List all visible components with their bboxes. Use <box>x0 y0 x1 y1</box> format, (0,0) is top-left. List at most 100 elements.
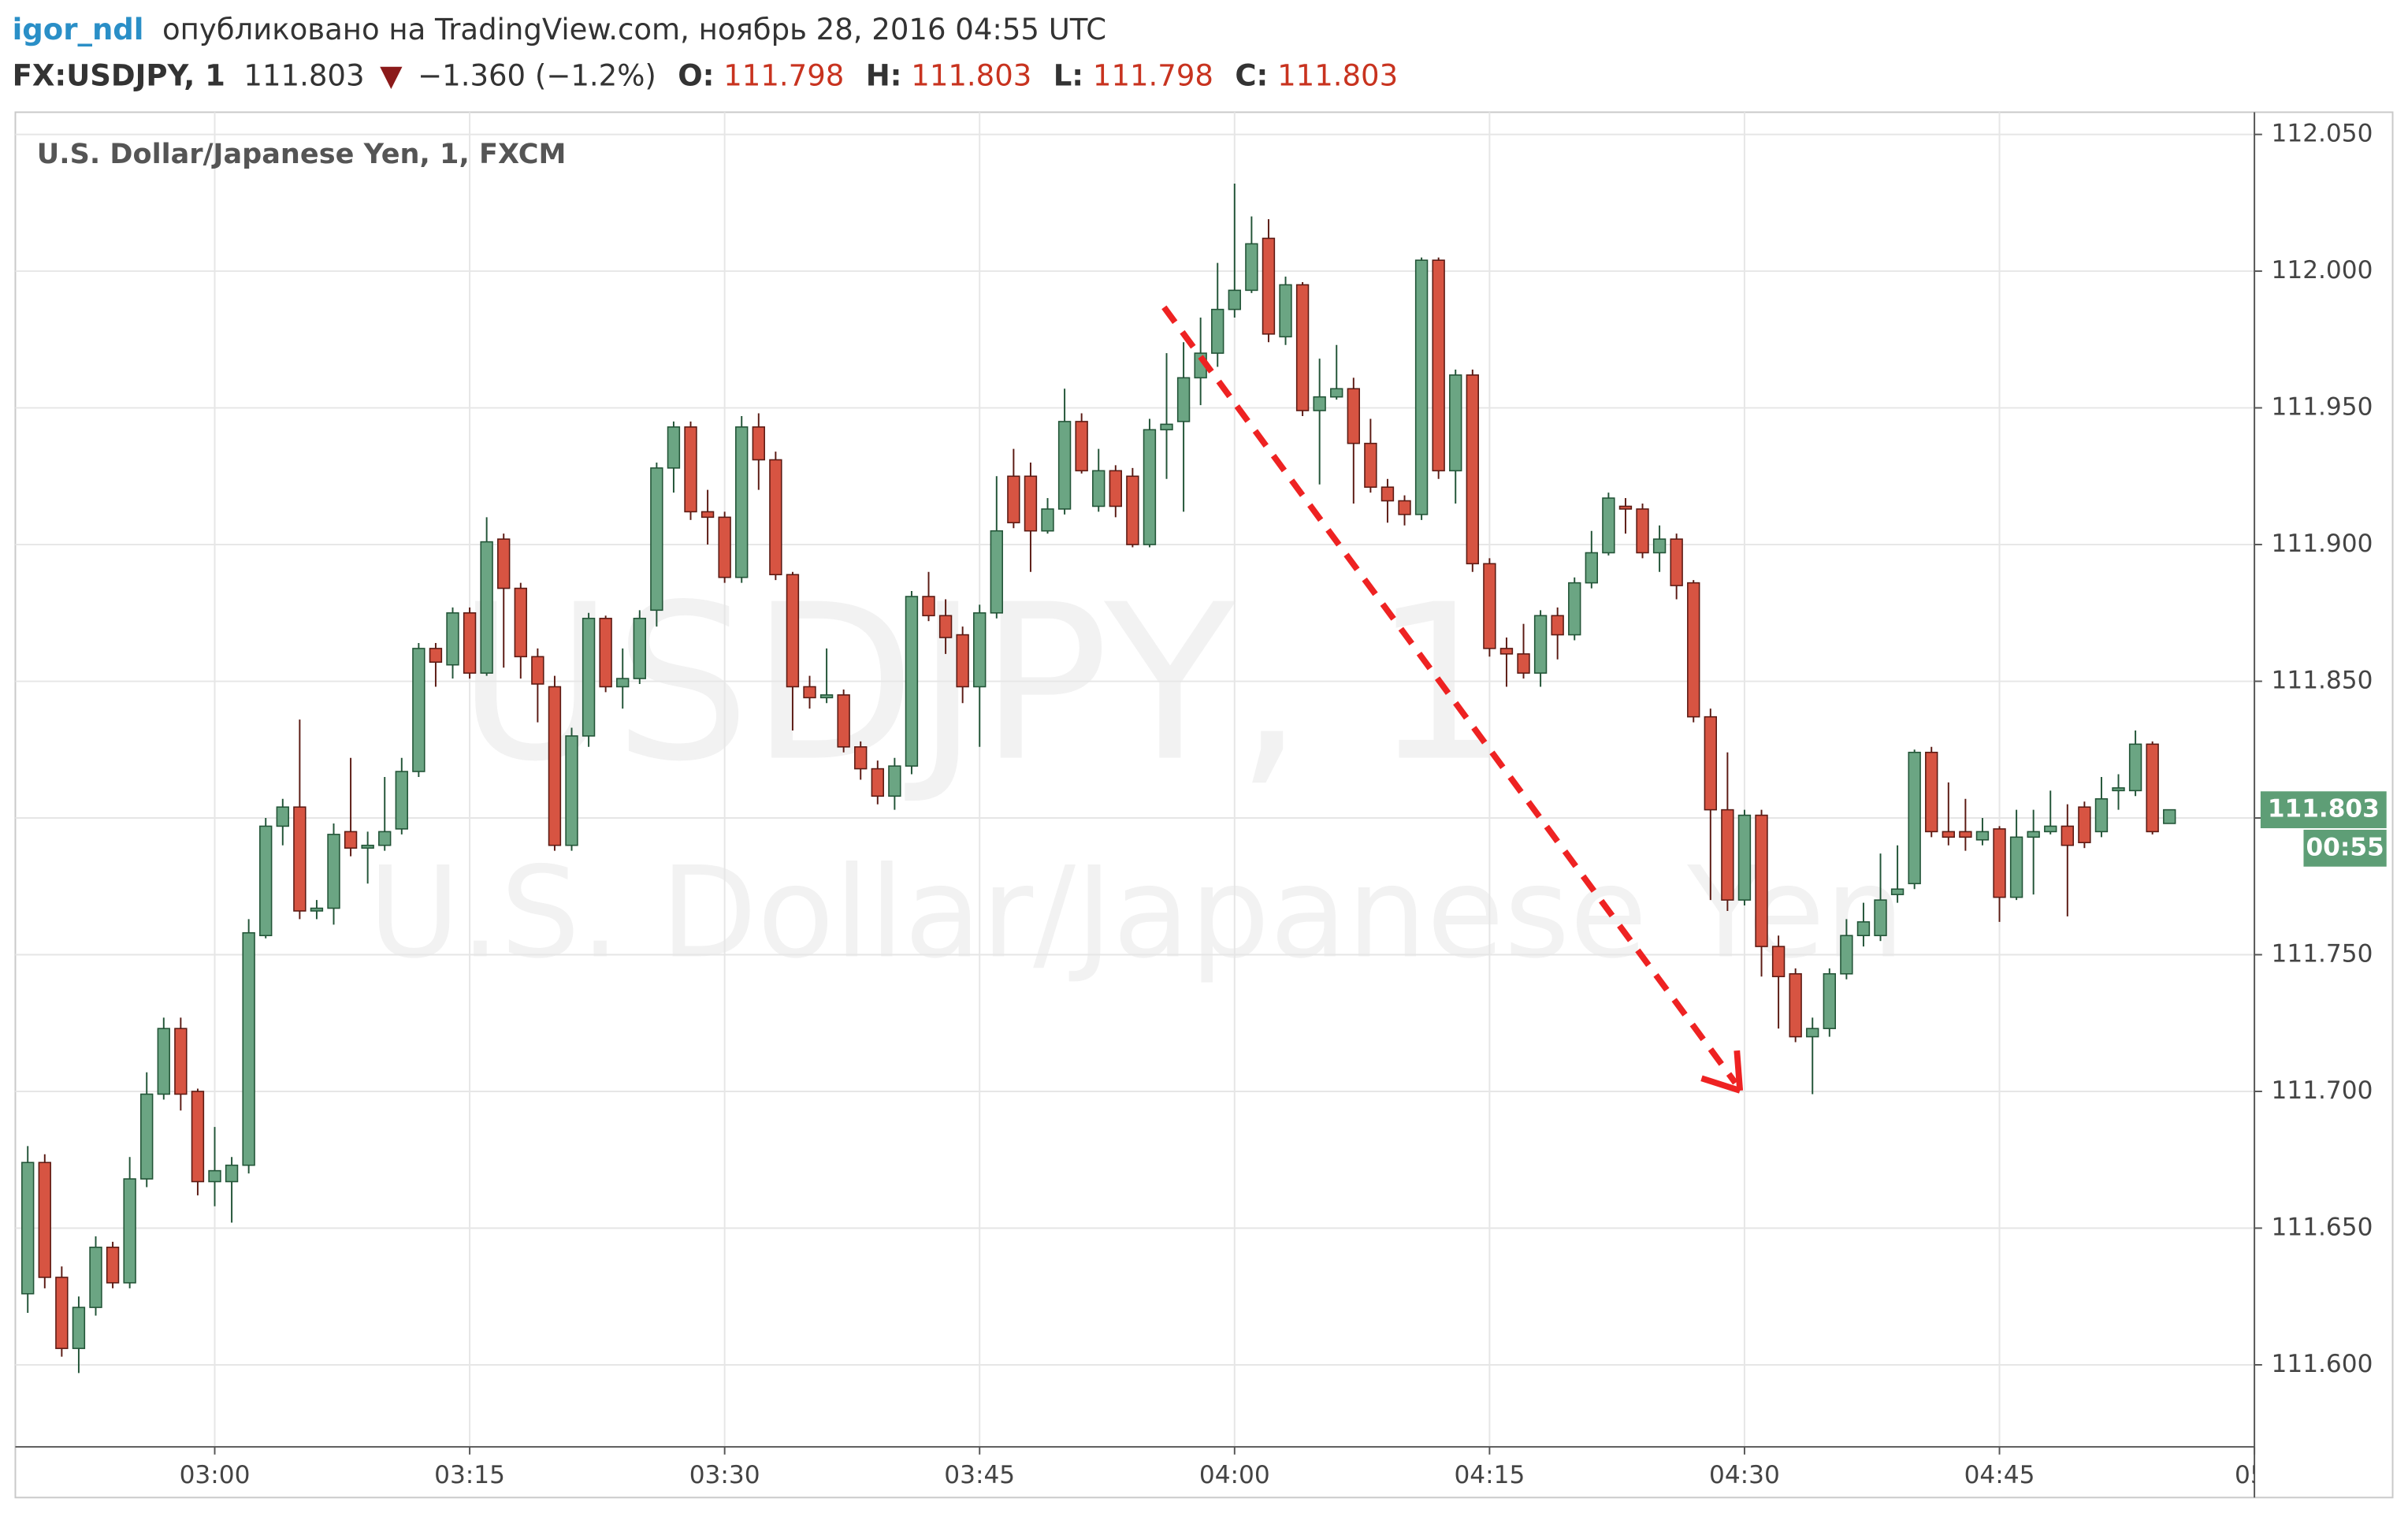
candle <box>1347 377 1360 504</box>
candle-body <box>1211 308 1224 354</box>
candle-body <box>1109 470 1122 507</box>
candle-body <box>973 612 987 688</box>
candle <box>2163 809 2176 824</box>
candle <box>446 607 459 679</box>
candle-body <box>21 1162 35 1295</box>
y-tick-label: 111.900 <box>2272 530 2373 558</box>
candle-body <box>1466 374 1479 565</box>
candle <box>361 831 374 884</box>
candle-body <box>1449 374 1462 472</box>
candle <box>819 648 834 704</box>
candle-body <box>1925 751 1938 833</box>
candle-body <box>1295 284 1310 411</box>
candle <box>55 1266 69 1357</box>
candle <box>1092 448 1106 512</box>
candle <box>1942 782 1955 846</box>
watermark: U.S. Dollar/Japanese Yen <box>368 839 1904 986</box>
y-tick-label: 111.850 <box>2272 667 2373 695</box>
candle <box>718 511 731 583</box>
candle-body <box>938 615 953 638</box>
candle <box>21 1146 35 1314</box>
candle <box>1176 342 1191 512</box>
last: 111.803 <box>243 58 364 92</box>
candle-body <box>514 587 527 658</box>
candle <box>1228 184 1241 318</box>
candle-body <box>1568 582 1581 636</box>
candle <box>1499 638 1514 687</box>
y-tick-label: 111.950 <box>2272 393 2373 422</box>
y-tick-label: 112.050 <box>2272 120 2373 148</box>
candle-body <box>1092 470 1106 507</box>
candle <box>276 798 289 846</box>
author[interactable]: igor_ndl <box>13 13 144 46</box>
candle-body <box>633 617 646 679</box>
candle <box>1925 746 1938 838</box>
candle <box>259 818 273 939</box>
candle <box>1890 845 1904 903</box>
candle-body <box>1245 243 1258 292</box>
candle-body <box>616 678 630 688</box>
candle <box>1007 448 1020 529</box>
candle <box>72 1296 86 1374</box>
candle <box>2044 790 2057 835</box>
candle <box>616 648 630 709</box>
candle <box>208 1127 221 1206</box>
candle-body <box>429 648 443 664</box>
candle <box>2128 730 2142 797</box>
candle <box>225 1157 239 1223</box>
low: 111.798 <box>1093 58 1213 92</box>
candle-body <box>837 694 850 748</box>
candle <box>1975 818 1990 846</box>
candle-body <box>1585 552 1598 584</box>
candle <box>2009 809 2023 901</box>
candle <box>1533 610 1548 687</box>
candle <box>191 1088 205 1195</box>
candle <box>990 476 1003 619</box>
candle <box>1602 493 1615 556</box>
candle <box>786 571 800 730</box>
candle-body <box>1381 486 1395 502</box>
candle <box>106 1241 120 1288</box>
candle-body <box>1126 475 1139 545</box>
y-tick-label: 111.700 <box>2272 1076 2373 1105</box>
candle-body <box>1618 505 1633 510</box>
candle-body <box>2009 836 2023 898</box>
candle <box>854 741 868 780</box>
candle <box>1993 826 2006 922</box>
candle <box>956 626 969 704</box>
candle-body <box>684 426 697 513</box>
candle-body <box>700 511 715 519</box>
candle <box>1618 498 1633 534</box>
candle-body <box>157 1028 170 1095</box>
candle <box>1704 708 1717 901</box>
candle <box>38 1154 51 1288</box>
candle-body <box>1652 538 1667 554</box>
candle-body <box>1279 284 1292 338</box>
candle <box>973 604 987 747</box>
candle <box>1262 219 1276 343</box>
direction: ▼ <box>380 58 403 92</box>
candle <box>497 533 511 668</box>
candle <box>1432 257 1445 479</box>
candle-body <box>259 825 273 937</box>
candle <box>1126 467 1139 548</box>
candle-body <box>174 1028 188 1095</box>
candle-body <box>446 612 459 666</box>
candle <box>412 642 425 777</box>
candle-body <box>361 844 374 849</box>
candle <box>1856 902 1871 947</box>
candle <box>1789 968 1802 1043</box>
candle-body <box>1024 475 1038 532</box>
candle <box>1330 344 1343 400</box>
candle <box>1414 257 1429 520</box>
candle-body <box>1499 648 1514 655</box>
candle-body <box>55 1277 69 1349</box>
trend-arrow <box>1161 305 1744 1094</box>
candle <box>735 415 749 583</box>
candle-body <box>1874 899 1887 937</box>
candle <box>1398 495 1411 526</box>
candle-body <box>1517 653 1530 674</box>
candle <box>1823 968 1836 1037</box>
candle <box>922 571 935 622</box>
candle <box>429 642 443 687</box>
